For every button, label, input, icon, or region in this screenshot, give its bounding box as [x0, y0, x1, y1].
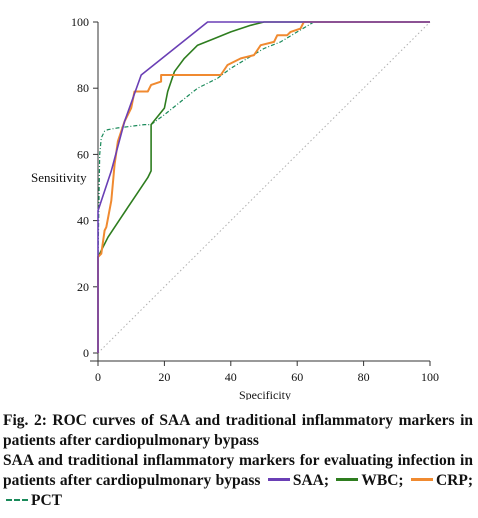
y-tick-label: 100: [71, 15, 89, 29]
legend-label-1: WBC;: [361, 472, 404, 489]
caption-title: Fig. 2: ROC curves of SAA and traditiona…: [3, 412, 473, 449]
y-tick-label: 0: [83, 346, 89, 360]
x-tick-label: 60: [291, 370, 303, 384]
caption-legend: SAA; WBC; CRP; PCT: [3, 472, 473, 509]
roc-chart: 0 20 40 60 80 100 0 20 40 60 80 100 Sensitivity Spe…: [31, 15, 439, 400]
legend-swatch-0: [267, 478, 290, 482]
y-tick-label: 40: [77, 214, 89, 228]
legend-label-3: PCT: [31, 492, 62, 509]
legend-swatch-1: [336, 478, 359, 482]
x-tick-label: 100: [421, 370, 439, 384]
y-tick-label: 80: [77, 81, 89, 95]
series-line-pct: [97, 21, 430, 353]
x-axis-label: Specificity: [239, 388, 291, 400]
legend-label-0: SAA;: [292, 472, 329, 489]
series-line-saa: [97, 21, 430, 353]
x-tick-label: 20: [158, 370, 170, 384]
x-tick-label: 80: [358, 370, 370, 384]
series-line-crp: [97, 21, 430, 353]
x-tick-label: 0: [95, 370, 101, 384]
figure-caption: Fig. 2: ROC curves of SAA and traditiona…: [3, 411, 473, 511]
reference-diagonal: [97, 21, 431, 354]
series-line-wbc: [97, 21, 430, 353]
legend-swatch-2: [410, 478, 433, 482]
legend-label-2: CRP;: [435, 472, 474, 489]
y-tick-label: 20: [77, 280, 89, 294]
x-tick-label: 40: [225, 370, 237, 384]
caption-body: SAA and traditional inflammatory markers…: [3, 451, 473, 511]
legend-swatch-3: [6, 498, 28, 501]
y-axis-label: Sensitivity: [31, 170, 87, 185]
plot-area: 0 20 40 60 80 100 0 20 40 60 80 100: [71, 15, 439, 384]
y-tick-label: 60: [77, 147, 89, 161]
caption-body-text: SAA and traditional inflammatory markers…: [3, 452, 473, 489]
